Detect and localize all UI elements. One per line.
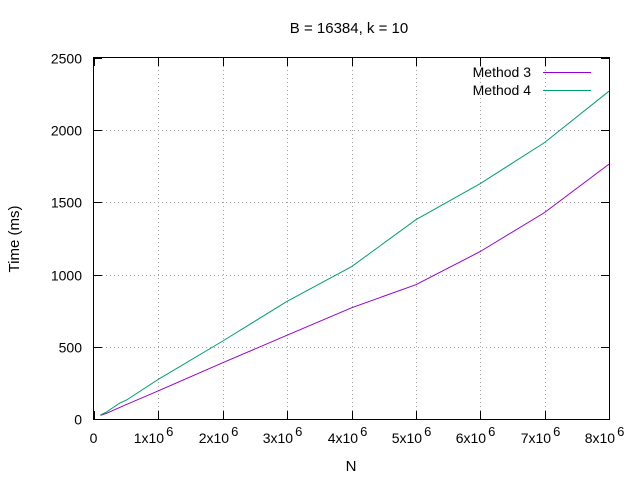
x-tick-label-exponent: 6	[295, 424, 302, 439]
y-tick-label: 1500	[51, 195, 82, 211]
x-tick-label: 1x10 6	[134, 424, 174, 446]
x-tick-label-exponent: 6	[617, 424, 624, 439]
x-tick-label: 6x10 6	[456, 424, 496, 446]
series-line-2	[100, 90, 610, 416]
chart-title: B = 16384, k = 10	[290, 20, 408, 37]
legend-label-1: Method 3	[473, 64, 532, 80]
x-tick-label-exponent: 6	[553, 424, 560, 439]
x-tick-label: 7x10 6	[521, 424, 561, 446]
x-tick-label-exponent: 6	[166, 424, 173, 439]
x-tick-label-base: 8x10	[585, 430, 616, 446]
x-tick-label: 2x10 6	[199, 424, 239, 446]
y-tick-label: 0	[74, 412, 82, 428]
x-tick-label-base: 5x10	[392, 430, 423, 446]
x-tick-label-base: 6x10	[456, 430, 487, 446]
plot-frame	[93, 57, 610, 420]
x-tick-label-exponent: 6	[488, 424, 495, 439]
y-tick-label: 2000	[51, 123, 82, 139]
legend-label-2: Method 4	[473, 82, 532, 98]
x-tick-label: 5x10 6	[392, 424, 432, 446]
x-tick-label-base: 4x10	[328, 430, 359, 446]
x-tick-label: 0	[90, 430, 98, 446]
x-tick-label-base: 7x10	[521, 430, 552, 446]
x-tick-label-base: 1x10	[134, 430, 165, 446]
x-tick-label-exponent: 6	[424, 424, 431, 439]
grid-lines	[94, 58, 609, 419]
y-tick-label: 1000	[51, 268, 82, 284]
y-tick-label: 2500	[51, 51, 82, 67]
x-tick-label-exponent: 6	[360, 424, 367, 439]
x-tick-label-exponent: 6	[231, 424, 238, 439]
y-axis-label: Time (ms)	[6, 206, 23, 273]
x-tick-label: 8x10 6	[585, 424, 625, 446]
x-tick-label-base: 2x10	[199, 430, 230, 446]
y-tick-label: 500	[59, 340, 83, 356]
x-tick-label: 4x10 6	[328, 424, 368, 446]
series-line-1	[100, 163, 610, 416]
x-tick-label-base: 3x10	[263, 430, 294, 446]
x-tick-label-base: 0	[90, 430, 98, 446]
x-axis-label: N	[346, 458, 357, 475]
legend: Method 3 Method 4	[473, 64, 591, 98]
series-lines	[100, 90, 610, 416]
x-tick-label: 3x10 6	[263, 424, 303, 446]
